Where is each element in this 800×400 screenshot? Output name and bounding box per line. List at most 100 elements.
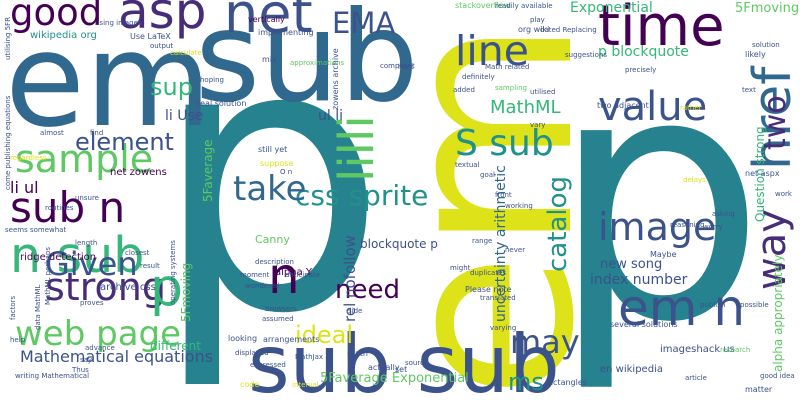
word: ms (508, 368, 544, 396)
word: imageshack us (660, 344, 735, 355)
word: range (472, 237, 492, 245)
word: almost (40, 129, 64, 137)
word: dated Replacing (540, 26, 597, 34)
word: data MathML (34, 284, 42, 330)
word: asking (712, 210, 735, 218)
word: S sub (455, 123, 554, 164)
word: matter (745, 385, 773, 394)
word: utilised (530, 88, 555, 96)
word: line (455, 27, 529, 75)
word: em (5, 4, 212, 156)
word: sub n (10, 183, 125, 232)
word: publish (700, 301, 725, 309)
word: assumed (262, 315, 294, 323)
word: asp (118, 0, 206, 40)
word: en wikipedia (600, 364, 663, 375)
word: need (335, 275, 400, 305)
word: routines (45, 204, 74, 212)
word: hoping (200, 76, 224, 84)
word: possible (740, 301, 769, 309)
word: net aspx (745, 169, 780, 178)
word: advance (85, 344, 115, 352)
word: precisely (625, 66, 656, 74)
word: ul li (318, 108, 343, 124)
word: ridge detection (20, 252, 96, 263)
word: wondered (245, 282, 280, 290)
word: Maybe (650, 250, 677, 259)
word: find (90, 129, 103, 137)
word: 5Fmoving (735, 1, 799, 16)
word: calculate (170, 49, 202, 57)
word: MathJax (295, 353, 323, 361)
word: math (347, 349, 368, 358)
word: EMA (332, 6, 395, 40)
word: href (743, 65, 800, 170)
word: implementing (258, 28, 314, 37)
word: Canny (255, 233, 290, 246)
word: suggestions (565, 51, 607, 59)
word: em n (618, 279, 745, 337)
word: rel nofollow (341, 235, 359, 322)
word: uncertainty arithmetic (493, 165, 509, 322)
word: definitely (462, 73, 495, 81)
word: help (10, 336, 26, 344)
word: closest (125, 249, 150, 257)
word: approximations (290, 59, 345, 67)
word: reasoning (670, 221, 705, 229)
word: never (505, 246, 525, 254)
word: real solution (197, 99, 246, 108)
word: may (510, 323, 580, 361)
word: work (775, 190, 793, 198)
word: text (742, 86, 756, 94)
word: catalog (543, 176, 573, 272)
word: net (224, 0, 313, 45)
word: rectangles (545, 378, 587, 387)
word: readily available (495, 2, 553, 10)
word: n (268, 247, 300, 305)
word: research (720, 346, 750, 354)
word: p (550, 1, 766, 397)
word: interval (292, 381, 319, 389)
word: expressed (250, 361, 286, 369)
word: result (140, 262, 160, 270)
word: delays (683, 176, 706, 184)
word: index number (590, 272, 688, 288)
word: web page (15, 314, 181, 354)
word: proves (80, 299, 104, 307)
word: MathML (490, 97, 561, 118)
word: duplicates (470, 269, 506, 277)
word: two (758, 95, 793, 150)
word: Mathematical equations (20, 347, 213, 366)
word: em (347, 19, 627, 400)
word: utilising 5FR (4, 17, 12, 60)
word: anticipate (285, 271, 320, 279)
word: article (685, 374, 707, 382)
word: p (152, 0, 387, 395)
word: wikipedia org (30, 30, 97, 41)
word: ideal (295, 321, 353, 349)
word: Thus (71, 366, 89, 374)
word: css sprite (295, 179, 428, 212)
word: p blockquote (598, 44, 689, 60)
word: say (80, 356, 92, 364)
word: zowens archive (331, 48, 340, 110)
word: stackoverflow (455, 1, 511, 10)
word: set (395, 365, 407, 374)
word: goal (480, 171, 495, 179)
word: blockquote p (360, 237, 438, 251)
word: time (598, 0, 725, 59)
word: sample (15, 137, 153, 181)
word: moment (240, 271, 270, 279)
word: seems somewhat (5, 226, 66, 234)
word: O n (280, 168, 292, 176)
word: image (598, 205, 716, 249)
word: n sub (10, 227, 144, 284)
word: new song (600, 257, 662, 272)
word: good idea (760, 372, 795, 380)
word: li ul (10, 178, 39, 197)
word: still yet (258, 145, 287, 154)
word: using images (95, 19, 142, 27)
word: side (348, 307, 362, 315)
